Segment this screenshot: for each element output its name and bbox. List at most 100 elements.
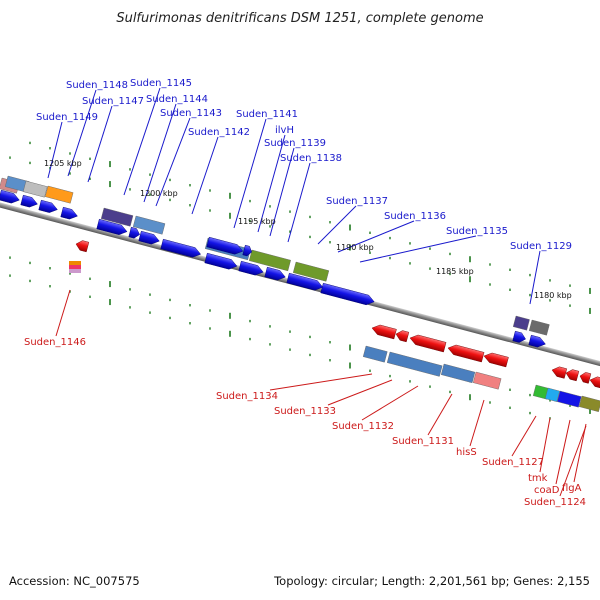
label-leader-line <box>269 147 295 237</box>
label-leader-line <box>47 121 63 179</box>
kbp-position-label: 1200 kbp <box>140 189 178 198</box>
forward-gene-arrow <box>528 334 546 348</box>
label-leader-line <box>233 118 267 229</box>
gene-label-reverse: coaD <box>534 485 560 496</box>
forward-gene-arrow <box>242 244 252 257</box>
label-leader-line <box>269 373 373 391</box>
cog-bar <box>386 351 443 377</box>
cog-bar <box>248 249 291 272</box>
label-leader-line <box>287 162 311 243</box>
cog-bar <box>578 395 600 412</box>
label-leader-line <box>573 423 587 483</box>
gene-arrows <box>0 189 600 389</box>
gene-label-forward: Suden_1149 <box>36 112 98 123</box>
cog-bar <box>440 363 476 384</box>
forward-gene-arrow <box>206 236 244 255</box>
forward-gene-arrow <box>60 206 78 220</box>
cog-bar <box>100 207 134 227</box>
label-leader-line <box>123 87 161 196</box>
gene-label-forward: Suden_1129 <box>510 241 572 252</box>
cog-bar <box>528 319 550 336</box>
label-leader-line <box>361 385 419 421</box>
gene-label-reverse: flgA <box>562 483 582 494</box>
label-leader-line <box>359 235 477 263</box>
label-leader-line <box>67 89 97 177</box>
label-leader-line <box>143 103 177 203</box>
label-leader-line <box>87 105 113 183</box>
cog-bar <box>69 261 81 265</box>
label-leaders <box>47 87 587 497</box>
kbp-position-label: 1205 kbp <box>44 159 82 168</box>
gene-label-reverse: hisS <box>456 447 477 458</box>
cog-bar <box>69 269 81 273</box>
reverse-gene-arrow <box>447 344 485 363</box>
accession-text: Accession: NC_007575 <box>9 574 140 588</box>
gene-label-forward: Suden_1139 <box>264 138 326 149</box>
forward-gene-arrow <box>264 266 286 281</box>
forward-gene-arrow <box>204 252 238 270</box>
reverse-gene-arrow <box>483 352 509 368</box>
gene-label-forward: Suden_1141 <box>236 109 298 120</box>
label-leader-line <box>327 379 393 406</box>
cog-tracks <box>0 175 600 412</box>
reverse-gene-arrow <box>371 324 397 340</box>
cog-bar <box>544 387 560 402</box>
label-leader-line <box>317 205 357 245</box>
label-leader-line <box>337 220 415 253</box>
forward-gene-arrow <box>160 238 202 258</box>
forward-gene-arrow <box>0 189 20 204</box>
forward-gene-arrow <box>320 282 375 306</box>
label-leader-line <box>55 289 71 337</box>
forward-gene-arrow <box>20 194 38 208</box>
gene-label-forward: ilvH <box>275 125 294 136</box>
gene-label-forward: Suden_1135 <box>446 226 508 237</box>
cog-bar <box>132 215 166 235</box>
label-leader-line <box>191 136 219 215</box>
reverse-gene-arrow <box>395 330 410 343</box>
kbp-position-label: 1180 kbp <box>534 291 572 300</box>
gene-label-reverse: Suden_1134 <box>216 391 278 402</box>
gene-label-reverse: tmk <box>528 473 548 484</box>
gene-label-forward: Suden_1136 <box>384 211 446 222</box>
forward-gene-arrow <box>38 199 58 213</box>
gene-label-forward: Suden_1143 <box>160 108 222 119</box>
gene-label-reverse: Suden_1146 <box>24 337 86 348</box>
forward-gene-arrow <box>238 260 264 276</box>
cog-bar <box>362 345 388 363</box>
label-leader-line <box>257 134 286 233</box>
cog-bar <box>22 180 48 198</box>
cog-bar <box>556 390 582 408</box>
gene-label-forward: Suden_1142 <box>188 127 250 138</box>
reverse-gene-arrow <box>551 366 568 379</box>
gene-label-forward: Suden_1137 <box>326 196 388 207</box>
forward-gene-arrow <box>128 226 140 239</box>
genome-summary-text: Topology: circular; Length: 2,201,561 bp… <box>274 574 590 588</box>
forward-gene-arrow <box>286 272 324 291</box>
cog-bar <box>292 261 330 282</box>
gene-labels: Suden_1149 Suden_1148 Suden_1147 Suden_1145… <box>24 78 586 508</box>
reverse-gene-arrow <box>75 240 90 253</box>
cog-bar <box>472 371 502 390</box>
forward-gene-arrow <box>512 330 526 343</box>
gene-label-reverse: Suden_1133 <box>274 406 336 417</box>
gene-label-reverse: Suden_1132 <box>332 421 394 432</box>
forward-gene-arrow <box>138 230 160 245</box>
kbp-position-label: 1195 kbp <box>238 217 276 226</box>
reverse-gene-arrow <box>565 369 580 382</box>
gene-label-reverse: Suden_1127 <box>482 457 544 468</box>
gene-label-forward: Suden_1138 <box>280 153 342 164</box>
kbp-labels: 1205 kbp 1200 kbp 1195 kbp 1190 kbp 1185 kbp… <box>44 159 572 300</box>
label-leader-line <box>469 399 485 447</box>
label-leader-line <box>511 415 537 457</box>
label-leader-line <box>427 393 453 436</box>
gene-label-forward: Suden_1147 <box>82 96 144 107</box>
label-leader-line <box>539 417 551 473</box>
reverse-gene-arrow <box>409 334 447 353</box>
label-leader-line <box>555 419 571 485</box>
cog-bar <box>44 185 74 204</box>
reverse-gene-arrow <box>589 376 600 389</box>
cog-bar <box>69 265 81 269</box>
label-leader-line <box>559 425 587 497</box>
gene-label-reverse: Suden_1124 <box>524 497 586 508</box>
